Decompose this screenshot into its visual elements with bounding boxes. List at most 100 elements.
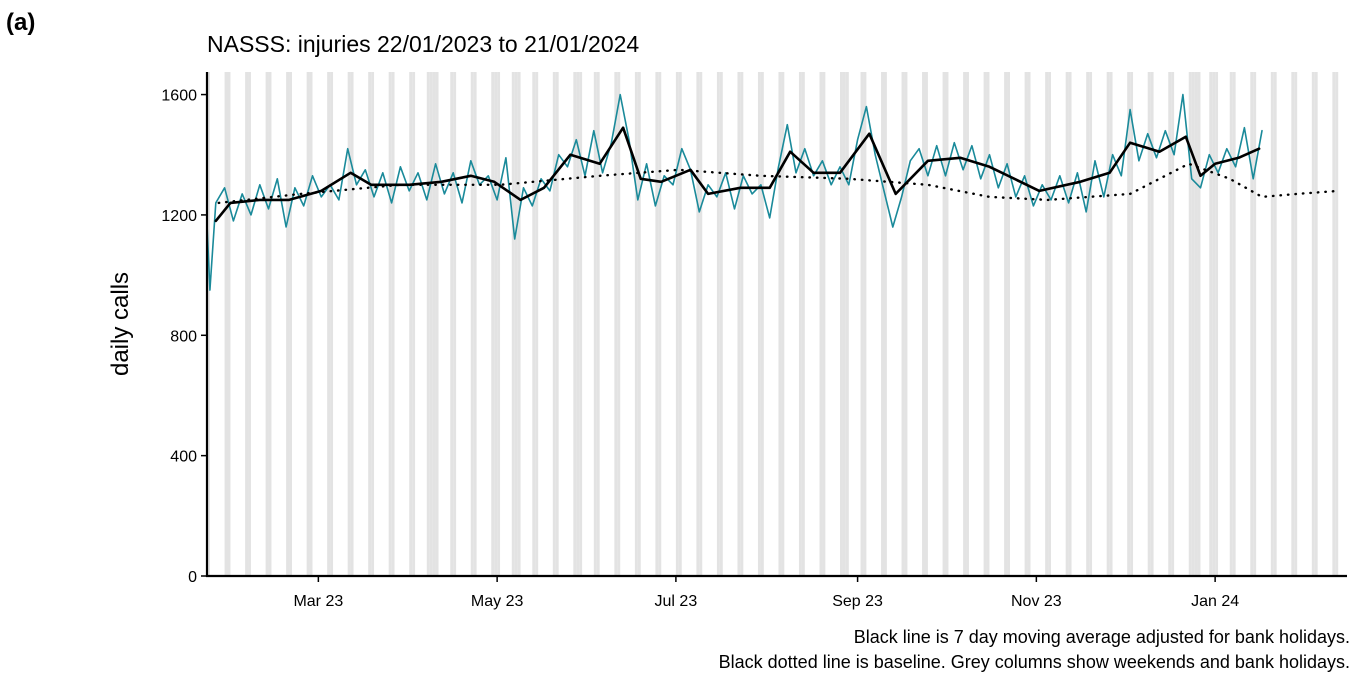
shade-column bbox=[1048, 72, 1052, 576]
baseline-line bbox=[217, 162, 1340, 205]
shade-column bbox=[901, 72, 905, 576]
shade-column bbox=[842, 72, 846, 576]
shade-column bbox=[432, 72, 436, 576]
shade-column bbox=[737, 72, 741, 576]
shade-column bbox=[1027, 72, 1031, 576]
shade-column bbox=[1007, 72, 1010, 576]
shade-column bbox=[678, 72, 682, 576]
shade-column bbox=[576, 72, 580, 576]
shade-column bbox=[1270, 72, 1274, 576]
shade-column bbox=[1212, 72, 1216, 576]
shade-column bbox=[1068, 72, 1072, 576]
shade-column bbox=[881, 72, 884, 576]
shade-column bbox=[637, 72, 641, 576]
shade-column bbox=[757, 72, 761, 576]
shade-column bbox=[517, 72, 521, 576]
shade-column bbox=[1171, 72, 1175, 576]
shade-column bbox=[1332, 72, 1336, 576]
shade-column bbox=[1229, 72, 1233, 576]
shade-column bbox=[350, 72, 354, 576]
shade-column bbox=[819, 72, 823, 576]
shade-column bbox=[1130, 72, 1134, 576]
shade-column bbox=[860, 72, 864, 576]
shade-column bbox=[966, 72, 969, 576]
shade-column bbox=[1086, 72, 1090, 576]
shade-column bbox=[497, 72, 501, 576]
shade-column bbox=[289, 72, 292, 576]
shade-column bbox=[1045, 72, 1049, 576]
shade-column bbox=[658, 72, 662, 576]
shade-column bbox=[1004, 72, 1008, 576]
shade-column bbox=[922, 72, 925, 576]
shade-column bbox=[1314, 72, 1318, 576]
shade-column bbox=[1335, 72, 1339, 576]
shade-column bbox=[1273, 72, 1277, 576]
shade-column bbox=[1311, 72, 1315, 576]
series-line bbox=[206, 93, 1263, 291]
shade-column bbox=[1253, 72, 1257, 576]
shade-column bbox=[1065, 72, 1069, 576]
shade-column bbox=[265, 72, 269, 576]
shade-column bbox=[822, 72, 826, 576]
plot bbox=[206, 93, 1340, 291]
shade-column bbox=[1294, 72, 1298, 576]
shade-column bbox=[1109, 72, 1113, 576]
shade-column bbox=[573, 72, 577, 576]
shade-column bbox=[579, 72, 583, 576]
shade-column bbox=[1024, 72, 1028, 576]
x-tick-label: May 23 bbox=[471, 593, 524, 610]
shade-column bbox=[1106, 72, 1110, 576]
shade-column bbox=[1209, 72, 1213, 576]
panel-label: (a) bbox=[6, 9, 35, 36]
shade-column bbox=[1188, 72, 1192, 576]
shade-column bbox=[798, 72, 802, 576]
shade-column bbox=[1197, 72, 1201, 576]
shade-column bbox=[1150, 72, 1154, 576]
shade-column bbox=[330, 72, 334, 576]
x-tick-label: Jan 24 bbox=[1191, 593, 1239, 610]
shade-column bbox=[1215, 72, 1219, 576]
x-tick-label: Jul 23 bbox=[655, 593, 698, 610]
shade-column bbox=[716, 72, 720, 576]
shade-column bbox=[453, 72, 457, 576]
shade-column bbox=[801, 72, 805, 576]
shade-column bbox=[1168, 72, 1172, 576]
shade-column bbox=[248, 72, 251, 576]
shade-column bbox=[388, 72, 392, 576]
shade-column bbox=[535, 72, 539, 576]
shade-column bbox=[409, 72, 413, 576]
shade-column bbox=[904, 72, 908, 576]
shade-column bbox=[840, 72, 843, 576]
shade-column bbox=[224, 72, 228, 576]
x-tick-label: Mar 23 bbox=[293, 593, 343, 610]
shade-column bbox=[942, 72, 946, 576]
shade-column bbox=[778, 72, 782, 576]
shade-column bbox=[552, 72, 556, 576]
y-tick-label: 1200 bbox=[161, 208, 197, 225]
shade-column bbox=[1291, 72, 1295, 576]
shade-column bbox=[532, 72, 536, 576]
shade-column bbox=[555, 72, 559, 576]
shade-column bbox=[945, 72, 949, 576]
shade-column bbox=[286, 72, 290, 576]
shade-column bbox=[435, 72, 439, 576]
y-tick-label: 1600 bbox=[161, 88, 197, 105]
shade-column bbox=[371, 72, 375, 576]
shade-column bbox=[412, 72, 416, 576]
shade-column bbox=[614, 72, 618, 576]
shade-column bbox=[1147, 72, 1151, 576]
shade-column bbox=[450, 72, 454, 576]
shade-column bbox=[368, 72, 372, 576]
shade-column bbox=[863, 72, 867, 576]
y-axis-label: daily calls bbox=[107, 272, 134, 376]
shade-column bbox=[470, 72, 474, 576]
shade-column bbox=[634, 72, 638, 576]
shade-column bbox=[207, 72, 210, 576]
shade-column bbox=[924, 72, 928, 576]
chart-title: NASSS: injuries 22/01/2023 to 21/01/2024 bbox=[207, 31, 639, 57]
y-tick-label: 400 bbox=[170, 449, 197, 466]
shade-column bbox=[617, 72, 621, 576]
shade-column bbox=[227, 72, 231, 576]
